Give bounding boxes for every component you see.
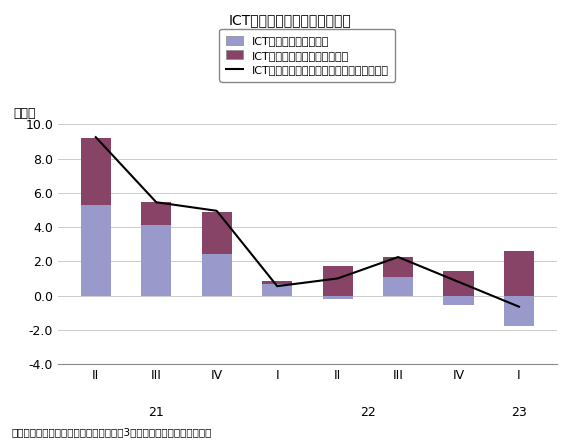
Legend: ICT関連財指標・寄与度, ICT関連サービス指標・寄与度, ICT関連財・サービス総合指標・前年同期比: ICT関連財指標・寄与度, ICT関連サービス指標・寄与度, ICT関連財・サー… — [219, 29, 396, 82]
Text: 23: 23 — [511, 406, 527, 419]
Bar — [141, 226, 171, 296]
Bar — [262, 281, 292, 284]
Text: 22: 22 — [360, 406, 376, 419]
Bar — [81, 205, 111, 296]
Bar — [383, 277, 413, 296]
Bar — [262, 281, 292, 296]
Text: （出所）経済産業省「鉱工業指数」「第3次産業活動指数」より作成。: （出所）経済産業省「鉱工業指数」「第3次産業活動指数」より作成。 — [12, 427, 212, 437]
Bar — [141, 202, 171, 226]
Text: 21: 21 — [148, 406, 164, 419]
Bar — [504, 251, 534, 296]
Bar — [504, 296, 534, 325]
Bar — [202, 254, 232, 296]
Bar — [322, 266, 353, 296]
Bar — [383, 257, 413, 277]
Bar — [444, 271, 474, 296]
Bar — [444, 296, 474, 305]
Text: ICT関連財・サービス総合指標: ICT関連財・サービス総合指標 — [229, 13, 351, 28]
Bar — [81, 138, 111, 205]
Text: （％）: （％） — [13, 107, 35, 119]
Bar — [322, 296, 353, 299]
Bar — [202, 212, 232, 254]
